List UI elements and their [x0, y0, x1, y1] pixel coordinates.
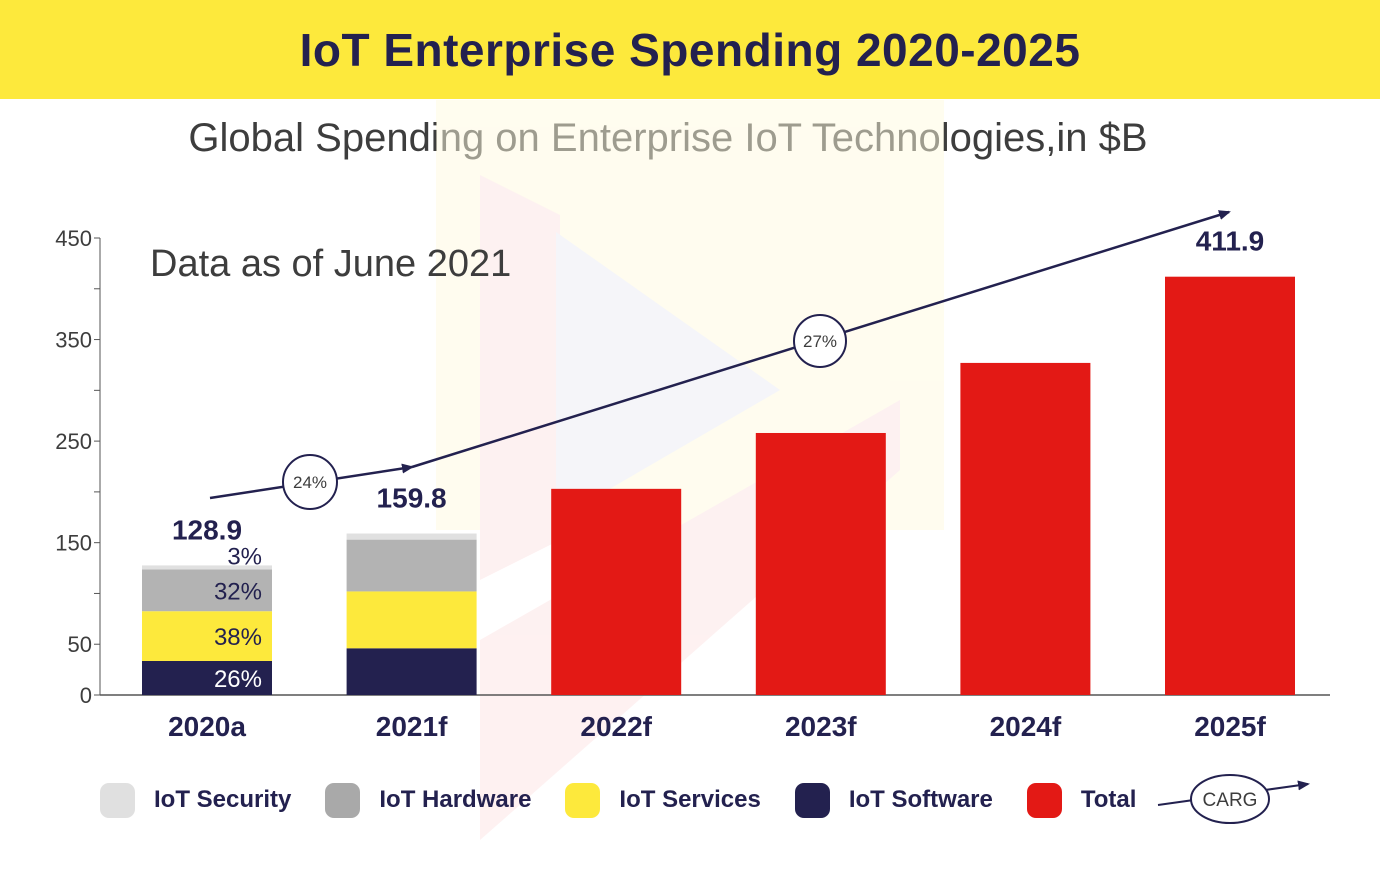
bar-total — [960, 362, 1091, 695]
page-title: IoT Enterprise Spending 2020-2025 — [299, 23, 1081, 76]
segment-percent-label: 3% — [227, 543, 262, 570]
bar-total-label: 411.9 — [1196, 226, 1265, 257]
legend-swatch-software — [794, 782, 830, 818]
legend-item-hardware: IoT Hardware — [325, 782, 532, 818]
legend: IoT Security IoT Hardware IoT Services I… — [100, 782, 1170, 818]
bar-segment-iot-software — [346, 648, 477, 695]
x-tick-label: 2023f — [785, 711, 857, 742]
legend-item-software: IoT Software — [794, 782, 993, 818]
cagr-legend-badge — [1190, 774, 1270, 824]
legend-item-total: Total — [1026, 782, 1137, 818]
data-date-note: Data as of June 2021 — [150, 243, 511, 285]
cagr-legend-label: CARG — [1203, 790, 1258, 811]
bar-segment-iot-software — [142, 660, 272, 695]
legend-label: IoT Hardware — [379, 786, 532, 813]
bar-total — [551, 488, 682, 695]
title-banner: IoT Enterprise Spending 2020-2025 — [0, 0, 1380, 99]
legend-item-security: IoT Security — [100, 782, 292, 818]
x-tick-label: 2024f — [990, 711, 1062, 742]
legend-label: IoT Software — [848, 786, 993, 813]
cagr-badge — [793, 314, 847, 368]
cagr-legend: CARG — [1157, 774, 1310, 824]
bar-segment-iot-services — [346, 591, 477, 649]
legend-label: IoT Services — [619, 786, 761, 813]
cagr-arrows: 24% 27% — [209, 210, 1231, 510]
y-tick-label: 50 — [68, 632, 92, 657]
y-tick-label: 350 — [55, 328, 92, 353]
legend-swatch-security — [100, 782, 135, 818]
bar-total — [1165, 276, 1295, 695]
y-tick-label: 250 — [55, 429, 92, 454]
segment-percent-label: 38% — [214, 624, 262, 651]
bar-total-label: 159.8 — [377, 483, 447, 514]
y-tick-label: 150 — [55, 531, 92, 556]
chart-labels: 26% 38% 32% 3%128.9 159.8 411.9 — [172, 226, 1264, 693]
x-tick-label: 2020a — [168, 711, 246, 742]
y-tick-label: 450 — [55, 226, 92, 251]
segment-percent-label: 32% — [214, 578, 262, 605]
x-tick-label: 2022f — [580, 711, 652, 742]
bar-total — [755, 432, 886, 695]
legend-swatch-hardware — [325, 782, 361, 818]
bar-total-label: 128.9 — [172, 514, 242, 545]
bar-segment-iot-security — [346, 533, 477, 540]
cagr-badge — [282, 454, 338, 510]
chart-bars — [142, 276, 1295, 695]
cagr-badge-label: 27% — [803, 332, 837, 351]
bar-segment-iot-services — [142, 611, 272, 661]
bar-segment-iot-hardware — [346, 539, 477, 592]
legend-label: IoT Security — [154, 786, 292, 813]
legend-swatch-total — [1026, 782, 1062, 818]
segment-percent-label: 26% — [214, 666, 262, 693]
legend-label: Total — [1080, 786, 1137, 813]
bar-segment-iot-security — [142, 565, 272, 570]
legend-item-services: IoT Services — [565, 782, 761, 818]
x-tick-label: 2025f — [1194, 711, 1266, 742]
y-tick-label: 0 — [80, 683, 92, 708]
cagr-badge-label: 24% — [293, 473, 327, 492]
bar-segment-iot-hardware — [142, 569, 272, 612]
chart-axes: 0 50 150 250 350 450 2020a 2021f 2022f 2023f 2024f… — [55, 226, 1330, 742]
x-tick-label: 2021f — [376, 711, 448, 742]
legend-swatch-services — [565, 782, 601, 818]
